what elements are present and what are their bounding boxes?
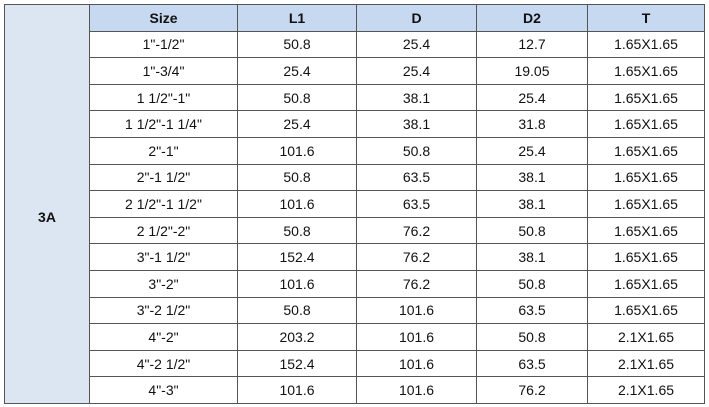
table-cell: 19.05	[476, 57, 588, 85]
table-row: 3"-2 1/2" 50.8 101.6 63.5 1.65X1.65	[5, 296, 705, 325]
table-cell: 4"-2 1/2"	[89, 349, 238, 378]
table-cell: 101.6	[237, 269, 357, 298]
table-cell: 1.65X1.65	[587, 163, 705, 192]
table-cell: 50.8	[237, 216, 357, 245]
table-cell: 1 1/2"-1 1/4"	[89, 110, 238, 138]
table-cell: 25.4	[237, 110, 357, 138]
table-cell: 2.1X1.65	[587, 323, 705, 351]
table-cell: 1.65X1.65	[587, 30, 705, 59]
table-cell: 152.4	[237, 349, 357, 378]
table-cell: 50.8	[476, 323, 588, 351]
table-cell: 4"-2"	[89, 323, 238, 351]
table-row: 4"-2" 203.2 101.6 50.8 2.1X1.65	[5, 323, 705, 351]
table-cell: 3"-2"	[89, 269, 238, 298]
table-cell: 38.1	[476, 243, 588, 271]
table-cell: 76.2	[356, 243, 477, 271]
table-cell: 101.6	[237, 136, 357, 165]
table-cell: 25.4	[356, 30, 477, 59]
table-row: 4"-2 1/2" 152.4 101.6 63.5 2.1X1.65	[5, 349, 705, 378]
corner-cell	[4, 4, 90, 32]
table-row: 1 1/2"-1 1/4" 25.4 38.1 31.8 1.65X1.65	[5, 110, 705, 138]
table-cell: 25.4	[476, 136, 588, 165]
table-cell: 101.6	[237, 190, 357, 218]
table-row: 3"-2" 101.6 76.2 50.8 1.65X1.65	[5, 269, 705, 298]
header-cell: D2	[476, 4, 588, 32]
table-cell: 25.4	[237, 57, 357, 85]
table-cell: 2 1/2"-1 1/2"	[89, 190, 238, 218]
table-cell: 38.1	[476, 163, 588, 192]
table-cell: 3"-2 1/2"	[89, 296, 238, 325]
header-cell: Size	[89, 4, 238, 32]
table-row: 2 1/2"-1 1/2" 101.6 63.5 38.1 1.65X1.65	[5, 190, 705, 218]
table-cell: 2.1X1.65	[587, 376, 705, 404]
table-cell: 1.65X1.65	[587, 243, 705, 271]
table-cell: 1.65X1.65	[587, 57, 705, 85]
header-row: Size L1 D D2 T	[4, 4, 705, 32]
table-cell: 38.1	[356, 110, 477, 138]
table-cell: 50.8	[476, 216, 588, 245]
table-cell: 101.6	[356, 349, 477, 378]
group-cell: 3A	[4, 31, 90, 404]
table-cell: 1.65X1.65	[587, 190, 705, 218]
table-row: 4"-3" 101.6 101.6 76.2 2.1X1.65	[5, 376, 705, 404]
table-cell: 50.8	[237, 296, 357, 325]
table-cell: 25.4	[356, 57, 477, 85]
table-cell: 1.65X1.65	[587, 136, 705, 165]
table-cell: 2 1/2"-2"	[89, 216, 238, 245]
table-row: 2 1/2"-2" 50.8 76.2 50.8 1.65X1.65	[5, 216, 705, 245]
table-cell: 76.2	[476, 376, 588, 404]
header-cell: T	[587, 4, 705, 32]
table-body: 3A 1"-1/2" 50.8 25.4 12.7 1.65X1.65 1"-3/4" 25.…	[4, 30, 705, 404]
table-cell: 101.6	[356, 323, 477, 351]
table-cell: 12.7	[476, 30, 588, 59]
table-cell: 63.5	[356, 190, 477, 218]
table-cell: 76.2	[356, 269, 477, 298]
table-cell: 2"-1"	[89, 136, 238, 165]
table-cell: 50.8	[237, 83, 357, 112]
table-cell: 31.8	[476, 110, 588, 138]
table-row: 3A 1"-1/2" 50.8 25.4 12.7 1.65X1.65	[4, 30, 705, 404]
table-cell: 3"-1 1/2"	[89, 243, 238, 271]
table-row: 1 1/2"-1" 50.8 38.1 25.4 1.65X1.65	[5, 83, 705, 112]
table-cell: 2"-1 1/2"	[89, 163, 238, 192]
table-cell: 38.1	[356, 83, 477, 112]
table-cell: 50.8	[356, 136, 477, 165]
table-cell: 1"-3/4"	[89, 57, 238, 85]
header-cell: D	[356, 4, 477, 32]
table-cell: 50.8	[237, 30, 357, 59]
table-cell: 152.4	[237, 243, 357, 271]
table-cell: 1.65X1.65	[587, 296, 705, 325]
table-row: 2"-1" 101.6 50.8 25.4 1.65X1.65	[5, 136, 705, 165]
table-cell: 25.4	[476, 83, 588, 112]
table-cell: 101.6	[356, 376, 477, 404]
table-cell: 4"-3"	[89, 376, 238, 404]
table-cell: 1.65X1.65	[587, 83, 705, 112]
size-table: Size L1 D D2 T 3A 1"-1/2" 50.8 25.4 12.7 1.65X1.6…	[4, 4, 705, 404]
table-cell: 101.6	[237, 376, 357, 404]
table-cell: 203.2	[237, 323, 357, 351]
table-cell: 63.5	[356, 163, 477, 192]
table-cell: 101.6	[356, 296, 477, 325]
table-cell: 1.65X1.65	[587, 216, 705, 245]
table-row: 1"-3/4" 25.4 25.4 19.05 1.65X1.65	[5, 57, 705, 85]
table-cell: 63.5	[476, 296, 588, 325]
header-cell: L1	[237, 4, 357, 32]
table-row: 3"-1 1/2" 152.4 76.2 38.1 1.65X1.65	[5, 243, 705, 271]
table-cell: 2.1X1.65	[587, 349, 705, 378]
table-cell: 1"-1/2"	[89, 30, 238, 59]
table-cell: 63.5	[476, 349, 588, 378]
table-cell: 50.8	[237, 163, 357, 192]
table-cell: 38.1	[476, 190, 588, 218]
table-cell: 1.65X1.65	[587, 110, 705, 138]
table-cell: 50.8	[476, 269, 588, 298]
table-cell: 1 1/2"-1"	[89, 83, 238, 112]
table-row: 2"-1 1/2" 50.8 63.5 38.1 1.65X1.65	[5, 163, 705, 192]
table-cell: 76.2	[356, 216, 477, 245]
table-cell: 1.65X1.65	[587, 269, 705, 298]
